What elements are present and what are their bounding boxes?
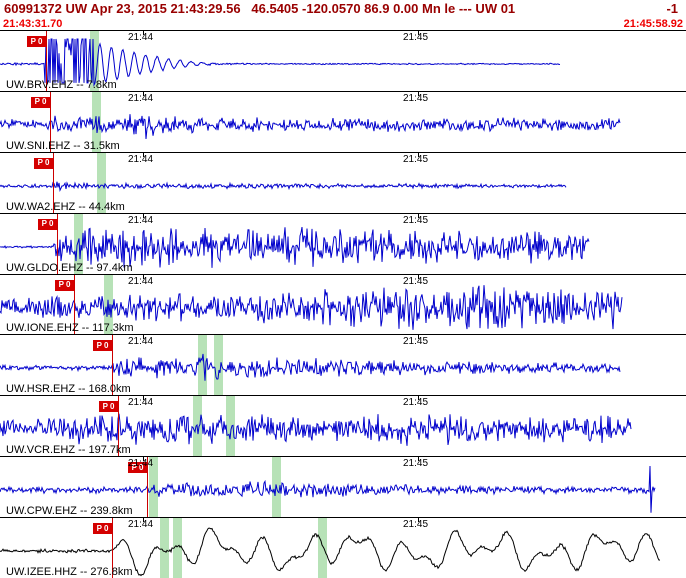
seismogram-ione[interactable] bbox=[0, 275, 686, 335]
time-tick-mark bbox=[143, 152, 144, 157]
time-tick-label: 21:44 bbox=[128, 336, 154, 348]
time-tick-label: 21:45 bbox=[403, 519, 429, 531]
phase-window-band bbox=[74, 213, 83, 274]
p-pick-flag[interactable]: P 0 bbox=[93, 523, 112, 535]
p-pick-flag[interactable]: P 0 bbox=[128, 462, 147, 474]
time-tick-label: 21:45 bbox=[403, 336, 429, 348]
time-tick-mark bbox=[143, 335, 144, 340]
time-tick-label: 21:44 bbox=[128, 92, 154, 104]
phase-window-band bbox=[318, 518, 327, 578]
event-header: 60991372 UW Apr 23, 2015 21:43:29.56 46.… bbox=[0, 0, 686, 17]
time-window-row: 21:43:31.70 21:45:58.92 bbox=[0, 17, 686, 30]
seismogram-cpw[interactable] bbox=[0, 457, 686, 517]
phase-window-band bbox=[90, 31, 99, 91]
p-pick-line bbox=[112, 335, 113, 396]
station-label: UW.WA2.EHZ -- 44.4km bbox=[6, 200, 125, 213]
time-tick-mark bbox=[418, 274, 419, 279]
p-pick-flag[interactable]: P 0 bbox=[55, 279, 74, 291]
trace-panels: P 0 21:44 21:45 UW.BRV.EHZ -- 7.8km P 0 21:44… bbox=[0, 30, 686, 578]
time-tick-mark bbox=[418, 31, 419, 35]
time-tick-mark bbox=[143, 396, 144, 401]
time-tick-label: 21:44 bbox=[128, 214, 154, 226]
p-pick-line bbox=[147, 457, 148, 518]
trace-panel-sni[interactable]: P 0 21:44 21:45 UW.SNI.EHZ -- 31.5km bbox=[0, 90, 686, 152]
station-label: UW.GLDO.EHZ -- 97.4km bbox=[6, 261, 133, 274]
p-pick-line bbox=[53, 152, 54, 213]
phase-window-band bbox=[214, 335, 223, 396]
time-tick-mark bbox=[143, 31, 144, 35]
time-tick-label: 21:44 bbox=[128, 153, 154, 165]
station-label: UW.CPW.EHZ -- 239.8km bbox=[6, 505, 133, 518]
p-pick-line bbox=[118, 396, 119, 457]
window-start-time: 21:43:31.70 bbox=[3, 17, 63, 30]
trace-panel-cpw[interactable]: P 0 21:44 21:45 UW.CPW.EHZ -- 239.8km bbox=[0, 456, 686, 518]
time-tick-label: 21:45 bbox=[403, 397, 429, 409]
phase-window-band bbox=[160, 518, 169, 578]
phase-window-band bbox=[198, 335, 207, 396]
seismogram-vcr[interactable] bbox=[0, 396, 686, 456]
p-pick-line bbox=[57, 213, 58, 274]
phase-window-band bbox=[97, 152, 106, 213]
p-pick-flag[interactable]: P 0 bbox=[31, 96, 50, 108]
time-tick-label: 21:44 bbox=[128, 397, 154, 409]
time-tick-mark bbox=[143, 457, 144, 462]
phase-window-band bbox=[226, 396, 235, 457]
time-tick-label: 21:44 bbox=[128, 275, 154, 287]
station-label: UW.SNI.EHZ -- 31.5km bbox=[6, 139, 120, 152]
trace-panel-ione[interactable]: P 0 21:44 21:45 UW.IONE.EHZ -- 117.3km bbox=[0, 273, 686, 335]
time-tick-label: 21:45 bbox=[403, 32, 429, 43]
station-label: UW.IONE.EHZ -- 117.3km bbox=[6, 322, 134, 335]
trace-panel-izee[interactable]: P 0 21:44 21:45 UW.IZEE.HHZ -- 276.8km bbox=[0, 517, 686, 578]
trace-panel-hsr[interactable]: P 0 21:44 21:45 UW.HSR.EHZ -- 168.0km bbox=[0, 334, 686, 396]
station-label: UW.VCR.EHZ -- 197.7km bbox=[6, 444, 131, 457]
event-header-flag: -1 bbox=[666, 1, 678, 16]
time-tick-mark bbox=[418, 396, 419, 401]
time-tick-label: 21:45 bbox=[403, 275, 429, 287]
p-pick-flag[interactable]: P 0 bbox=[27, 36, 46, 47]
p-pick-line bbox=[74, 274, 75, 335]
time-tick-mark bbox=[143, 274, 144, 279]
event-summary: 60991372 UW Apr 23, 2015 21:43:29.56 46.… bbox=[4, 1, 516, 16]
time-tick-label: 21:45 bbox=[403, 458, 429, 470]
seismogram-wa2[interactable] bbox=[0, 153, 686, 213]
time-tick-mark bbox=[418, 457, 419, 462]
p-pick-flag[interactable]: P 0 bbox=[93, 340, 112, 352]
phase-window-band bbox=[173, 518, 182, 578]
seismogram-hsr[interactable] bbox=[0, 335, 686, 395]
trace-panel-wa2[interactable]: P 0 21:44 21:45 UW.WA2.EHZ -- 44.4km bbox=[0, 151, 686, 213]
window-end-time: 21:45:58.92 bbox=[623, 17, 683, 30]
station-label: UW.BRV.EHZ -- 7.8km bbox=[6, 78, 117, 91]
station-label: UW.HSR.EHZ -- 168.0km bbox=[6, 383, 131, 396]
trace-panel-vcr[interactable]: P 0 21:44 21:45 UW.VCR.EHZ -- 197.7km bbox=[0, 395, 686, 457]
p-pick-line bbox=[50, 91, 51, 152]
time-tick-mark bbox=[418, 518, 419, 523]
p-pick-flag[interactable]: P 0 bbox=[99, 401, 118, 413]
time-tick-mark bbox=[418, 213, 419, 218]
p-pick-line bbox=[46, 31, 47, 91]
time-tick-mark bbox=[143, 91, 144, 96]
time-tick-label: 21:45 bbox=[403, 92, 429, 104]
p-pick-flag[interactable]: P 0 bbox=[38, 218, 57, 230]
time-tick-label: 21:44 bbox=[128, 519, 154, 531]
station-label: UW.IZEE.HHZ -- 276.8km bbox=[6, 566, 133, 578]
time-tick-mark bbox=[418, 152, 419, 157]
seismogram-izee[interactable] bbox=[0, 518, 686, 578]
trace-panel-gldo[interactable]: P 0 21:44 21:45 UW.GLDO.EHZ -- 97.4km bbox=[0, 212, 686, 274]
time-tick-mark bbox=[143, 213, 144, 218]
time-tick-label: 21:45 bbox=[403, 214, 429, 226]
time-tick-mark bbox=[418, 91, 419, 96]
time-tick-label: 21:45 bbox=[403, 153, 429, 165]
p-pick-flag[interactable]: P 0 bbox=[34, 157, 53, 169]
seismogram-brv[interactable] bbox=[0, 31, 686, 91]
trace-panel-brv[interactable]: P 0 21:44 21:45 UW.BRV.EHZ -- 7.8km bbox=[0, 30, 686, 91]
time-tick-mark bbox=[418, 335, 419, 340]
seismogram-sni[interactable] bbox=[0, 92, 686, 152]
p-pick-line bbox=[112, 518, 113, 578]
time-tick-mark bbox=[143, 518, 144, 523]
seismogram-gldo[interactable] bbox=[0, 214, 686, 274]
time-tick-label: 21:44 bbox=[128, 458, 154, 470]
time-tick-label: 21:44 bbox=[128, 32, 154, 43]
